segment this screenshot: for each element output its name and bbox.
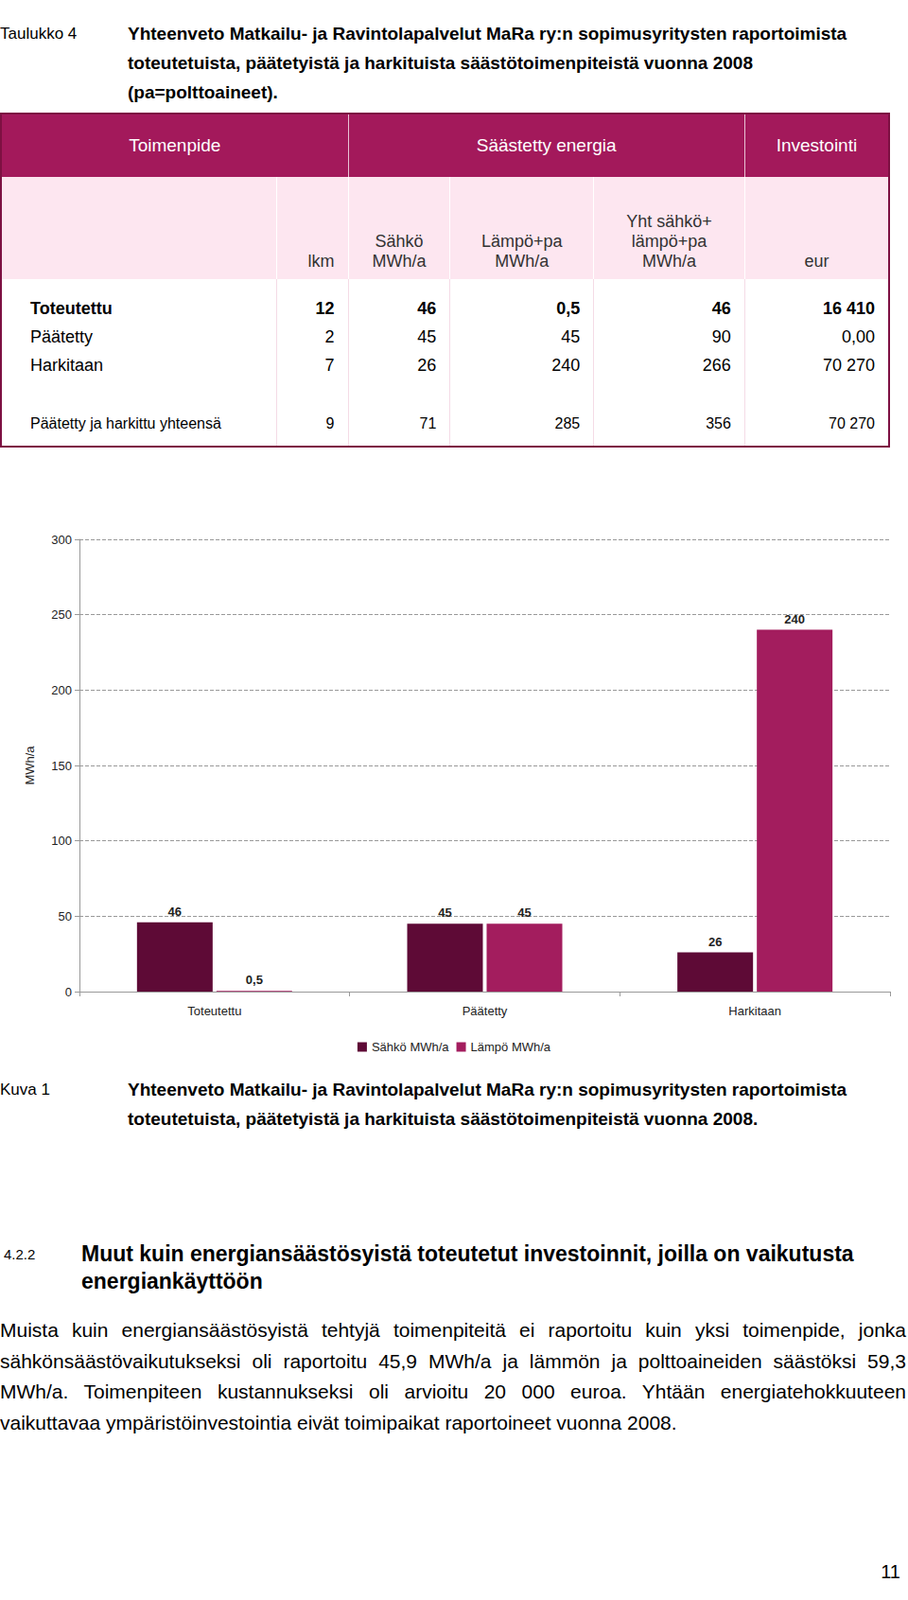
html-text:Muista kuin energiansäästösyis: Muista kuin energiansäästösyistä tehtyjä…: [0, 1318, 907, 1433]
svg-text:Sähkö MWh/a: Sähkö MWh/a: [371, 1039, 450, 1054]
html-text:356: 356: [705, 415, 731, 432]
html-text:46: 46: [712, 298, 731, 318]
html-text:70 270: 70 270: [822, 355, 875, 375]
html-text:Kuva 1: Kuva 1: [0, 1080, 51, 1099]
svg-text:26: 26: [708, 934, 722, 949]
html-text:71: 71: [419, 415, 437, 432]
html-text:90: 90: [712, 326, 731, 346]
html-text:45: 45: [417, 326, 437, 346]
html-text:16 410: 16 410: [822, 298, 875, 318]
svg-text:250: 250: [51, 607, 72, 622]
html-text:Investointi: Investointi: [776, 135, 858, 156]
html-text:266: 266: [702, 355, 731, 375]
svg-text:0: 0: [65, 984, 72, 999]
html-text:26: 26: [417, 355, 437, 375]
html-text:7: 7: [324, 355, 335, 375]
html-text:11: 11: [880, 1560, 901, 1582]
svg-text:240: 240: [784, 611, 805, 627]
html-text:240: 240: [551, 355, 581, 375]
html-text:Lämpö+pa MWh/a: Lämpö+pa MWh/a: [481, 231, 563, 271]
html-text:eur: eur: [804, 251, 829, 271]
html-text:Muut kuin energiansäästösyistä: Muut kuin energiansäästösyistä toteutetu…: [81, 1240, 854, 1293]
svg-text:46: 46: [168, 904, 182, 919]
html-text:Säästetty energia: Säästetty energia: [476, 135, 617, 156]
html-text:Taulukko 4: Taulukko 4: [0, 24, 77, 43]
svg-text:0,5: 0,5: [245, 972, 263, 987]
html-text:Päätetty: Päätetty: [30, 326, 93, 346]
html-text:Toteutettu: Toteutettu: [30, 298, 113, 318]
html-text:2: 2: [324, 326, 335, 346]
html-text:lkm: lkm: [307, 251, 335, 271]
html-text:70 270: 70 270: [828, 415, 875, 432]
html-text:Yht sähkö+ lämpö+pa MWh/a: Yht sähkö+ lämpö+pa MWh/a: [626, 211, 713, 271]
svg-text:100: 100: [51, 833, 72, 848]
svg-text:150: 150: [51, 758, 72, 773]
html-text:4.2.2: 4.2.2: [3, 1245, 36, 1262]
svg-text:300: 300: [51, 532, 72, 547]
html-text:Päätetty ja harkittu yhteensä: Päätetty ja harkittu yhteensä: [30, 415, 222, 432]
html-text:0,5: 0,5: [556, 298, 581, 318]
html-text:Yhteenveto Matkailu- ja Ravint: Yhteenveto Matkailu- ja Ravintolapalvelu…: [127, 1079, 847, 1129]
svg-text:45: 45: [437, 905, 452, 920]
html-text:12: 12: [315, 298, 335, 318]
svg-text:MWh/a: MWh/a: [22, 745, 37, 786]
html-text:45: 45: [561, 326, 581, 346]
html-text:0,00: 0,00: [841, 326, 875, 346]
svg-text:Lämpö MWh/a: Lämpö MWh/a: [471, 1039, 552, 1054]
html-text:46: 46: [417, 298, 437, 318]
html-text:Yhteenveto Matkailu- ja Ravint: Yhteenveto Matkailu- ja Ravintolapalvelu…: [127, 23, 847, 103]
svg-text:Päätetty: Päätetty: [462, 1003, 508, 1018]
html-text:Sähkö MWh/a: Sähkö MWh/a: [372, 231, 427, 271]
svg-text:Harkitaan: Harkitaan: [728, 1003, 782, 1018]
html-text:9: 9: [325, 415, 335, 432]
svg-text:Toteutettu: Toteutettu: [187, 1003, 242, 1018]
html-text:Harkitaan: Harkitaan: [30, 355, 104, 375]
svg-text:50: 50: [58, 908, 72, 924]
svg-text:200: 200: [51, 682, 72, 698]
svg-text:45: 45: [517, 905, 531, 920]
html-text:285: 285: [554, 415, 581, 432]
html-text:Toimenpide: Toimenpide: [128, 135, 221, 156]
